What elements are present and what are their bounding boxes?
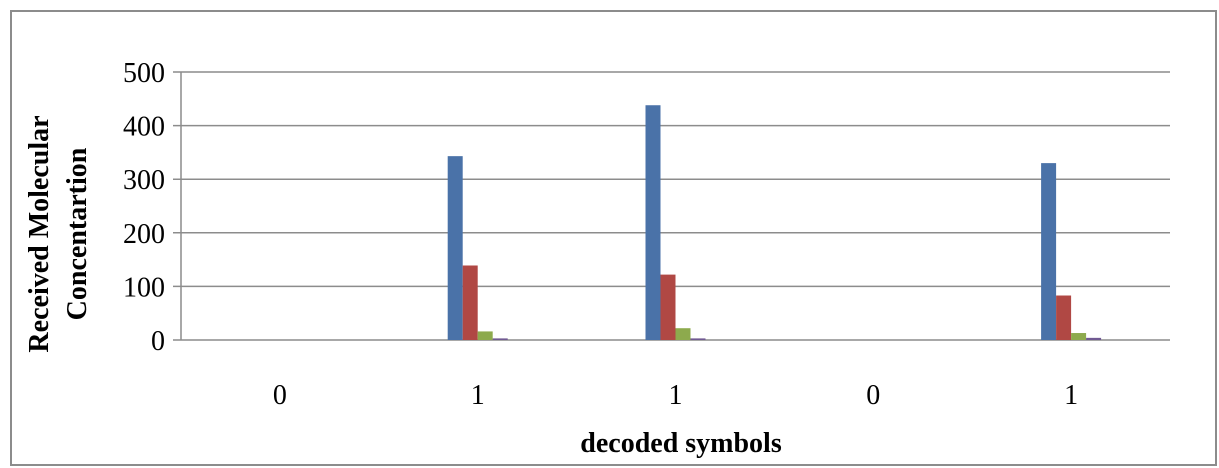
bar	[660, 274, 676, 340]
x-tick-label: 0	[866, 380, 880, 411]
bar	[492, 338, 508, 340]
x-tick-label: 1	[669, 380, 683, 411]
x-tick-labels: 0 1 1 0 1	[273, 380, 1078, 411]
bar	[675, 328, 691, 340]
bar	[1041, 163, 1057, 340]
bar	[477, 331, 493, 340]
x-tick-label: 1	[471, 380, 485, 411]
x-axis-title: decoded symbols	[580, 428, 782, 459]
bar	[447, 156, 463, 340]
bar	[1056, 295, 1072, 340]
bar	[462, 265, 478, 340]
y-tick-label: 0	[151, 326, 165, 357]
x-tick-label: 1	[1064, 380, 1078, 411]
y-axis-title-line-1: Received Molecular	[24, 115, 55, 352]
bar	[690, 338, 706, 340]
bar	[1071, 333, 1087, 340]
y-tick-label: 200	[123, 219, 165, 250]
y-tick-labels: 0 100 200 300 400 500	[123, 58, 165, 357]
bar	[1086, 337, 1102, 340]
y-tick-label: 100	[123, 272, 165, 303]
bar	[645, 105, 661, 341]
bars	[447, 105, 1102, 341]
y-tick-label: 500	[123, 58, 165, 89]
y-tick-label: 400	[123, 112, 165, 143]
y-axis-title-line-2: Concentartion	[62, 147, 93, 320]
y-tick-label: 300	[123, 165, 165, 196]
x-tick-label: 0	[273, 380, 287, 411]
chart-frame	[10, 10, 1217, 466]
gridlines	[173, 71, 1170, 341]
